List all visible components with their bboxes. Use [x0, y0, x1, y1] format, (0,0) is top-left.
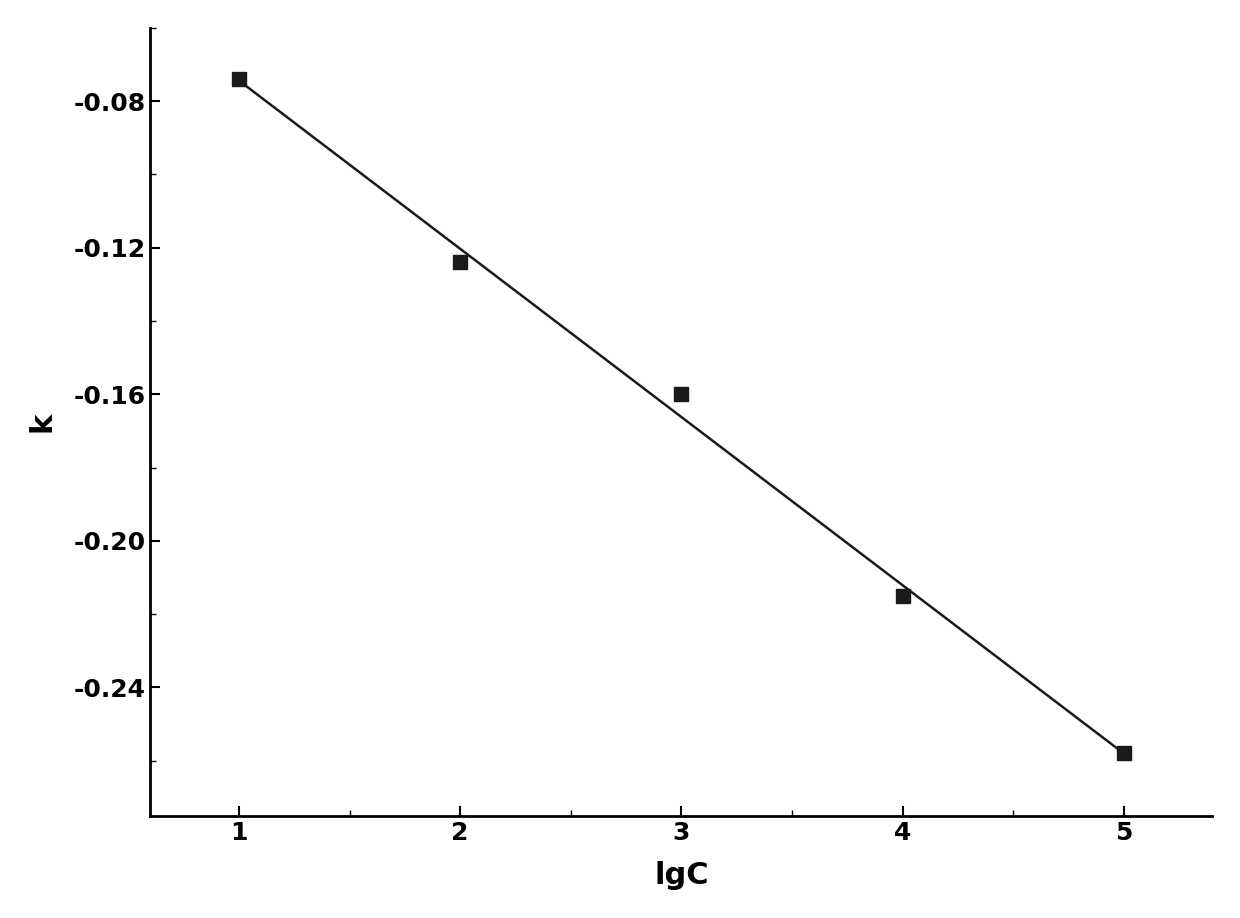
Point: [671, 386, 691, 401]
X-axis label: lgC: lgC: [653, 861, 708, 890]
Point: [893, 588, 913, 603]
Point: [450, 255, 470, 270]
Point: [1114, 746, 1133, 761]
Y-axis label: k: k: [27, 411, 57, 431]
Point: [229, 72, 249, 86]
